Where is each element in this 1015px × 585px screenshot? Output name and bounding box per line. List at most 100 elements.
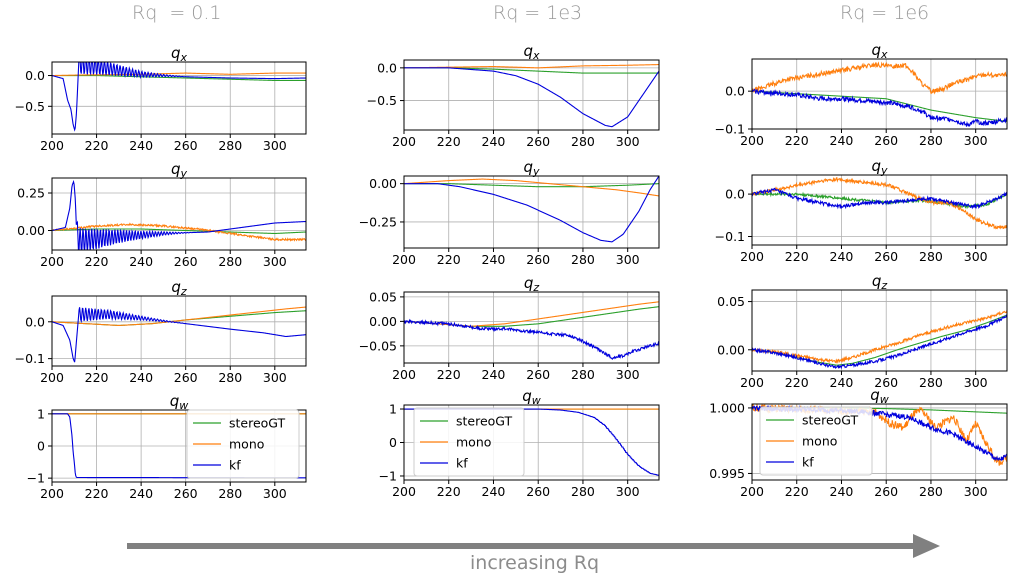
x-tick-label: 260 [174,254,198,269]
x-tick-label: 220 [785,249,809,264]
y-tick-label: 0.0 [725,187,745,202]
panel-title: qz [171,278,187,298]
x-tick-label: 300 [964,375,988,390]
y-tick-label: 0.0 [25,314,45,329]
x-tick-label: 300 [964,133,988,148]
x-tick-label: 200 [392,484,416,499]
series-line-mono [752,309,1007,365]
x-tick-label: 200 [392,134,416,149]
panel-rq-0-1-qx: 200 220 240 260 280 300 0.0 −0.5 qx [15,44,307,153]
panel-title: qy [171,160,188,180]
y-tick-label: 0 [389,435,397,450]
x-tick-label: 260 [526,134,550,149]
y-tick-label: 0.00 [369,176,397,191]
series-line-kf [752,88,1007,127]
x-tick-label: 200 [392,367,416,382]
panel-title: qz [524,274,540,294]
panel-title: qw [870,386,889,406]
axes-frame [751,403,1008,481]
y-tick-label: 0 [37,439,45,454]
legend: stereoGT mono kf [759,406,873,476]
x-tick-label: 240 [129,138,153,153]
series-line-kf [404,318,659,360]
x-tick-label: 220 [785,484,809,499]
x-tick-label: 260 [174,138,198,153]
x-tick-label: 280 [218,486,242,501]
series-line-kf [52,62,306,132]
x-tick-label: 220 [437,252,461,267]
axes-frame [51,295,307,367]
panel-rq-0-1-qw: 200 220 240 260 280 300 1 0 −1 qw stereoGT mono kf [27,392,307,501]
x-tick-label: 300 [263,486,287,501]
x-tick-label: 260 [874,249,898,264]
series-line-kf [52,179,306,250]
legend-label-mono: mono [802,434,837,449]
panel-title: qy [871,157,888,177]
x-tick-label: 300 [964,249,988,264]
panel-title: qx [171,44,188,64]
x-tick-label: 220 [437,367,461,382]
legend-label-kf: kf [456,456,468,471]
x-tick-label: 260 [526,252,550,267]
series-line-mono [752,61,1007,95]
axes-frame [403,59,660,131]
x-tick-label: 280 [919,375,943,390]
x-tick-label: 220 [785,133,809,148]
series-line-kf [752,314,1007,370]
x-tick-label: 280 [218,254,242,269]
y-tick-label: −0.25 [359,214,397,229]
x-tick-label: 200 [740,375,764,390]
x-tick-label: 260 [174,486,198,501]
y-tick-label: 1 [37,406,45,421]
legend-frame [186,409,300,479]
x-tick-label: 200 [40,138,64,153]
panel-rq-1e3-qz: 200 220 240 260 280 300 0.05 0.00 −0.05 qz [359,274,660,382]
y-tick-label: −0.1 [15,351,45,366]
x-tick-label: 200 [392,252,416,267]
y-tick-label: 0.00 [717,342,745,357]
x-tick-label: 200 [40,254,64,269]
legend-label-kf: kf [802,455,814,470]
axes-frame [403,175,660,249]
series-line-kf [404,67,659,128]
x-tick-label: 300 [616,484,640,499]
x-tick-label: 240 [830,133,854,148]
x-tick-label: 220 [437,484,461,499]
series-line-kf [52,307,306,363]
y-tick-label: −0.05 [359,338,397,353]
increasing-arrow-head [913,534,940,558]
series-line-kf [404,176,659,243]
y-tick-label: −0.5 [15,99,45,114]
legend-label-stereoGT: stereoGT [229,416,286,431]
x-tick-label: 300 [263,138,287,153]
series-line-mono [52,222,306,242]
panel-rq-1e6-qy: 200 220 240 260 280 300 0.0 −0.1 qy [715,157,1008,264]
x-tick-label: 300 [964,484,988,499]
y-tick-label: 0.05 [369,289,397,304]
legend-frame [413,407,525,477]
series-line-mono [404,301,659,327]
y-tick-label: −1 [27,471,45,486]
x-tick-label: 220 [85,254,109,269]
x-tick-label: 200 [40,486,64,501]
panel-rq-0-1-qy: 200 220 240 260 280 300 0.25 0.00 qy [17,160,307,269]
series-line-mono [52,306,306,327]
x-tick-label: 220 [85,370,109,385]
x-tick-label: 220 [785,375,809,390]
x-tick-label: 240 [129,254,153,269]
increasing-rq-label: increasing Rq [470,552,600,574]
series-line-stereoGT [752,90,1007,122]
panel-title: qw [170,392,189,412]
y-tick-label: 0.0 [377,60,397,75]
x-tick-label: 280 [571,134,595,149]
x-tick-label: 220 [85,138,109,153]
legend: stereoGT mono kf [413,407,525,477]
x-tick-label: 300 [616,134,640,149]
axes-frame [51,61,307,135]
y-tick-label: −0.1 [715,122,745,137]
panel-rq-1e6-qz: 200 220 240 260 280 300 0.05 0.00 qz [717,272,1008,390]
x-tick-label: 260 [874,484,898,499]
y-tick-label: 0.0 [25,68,45,83]
